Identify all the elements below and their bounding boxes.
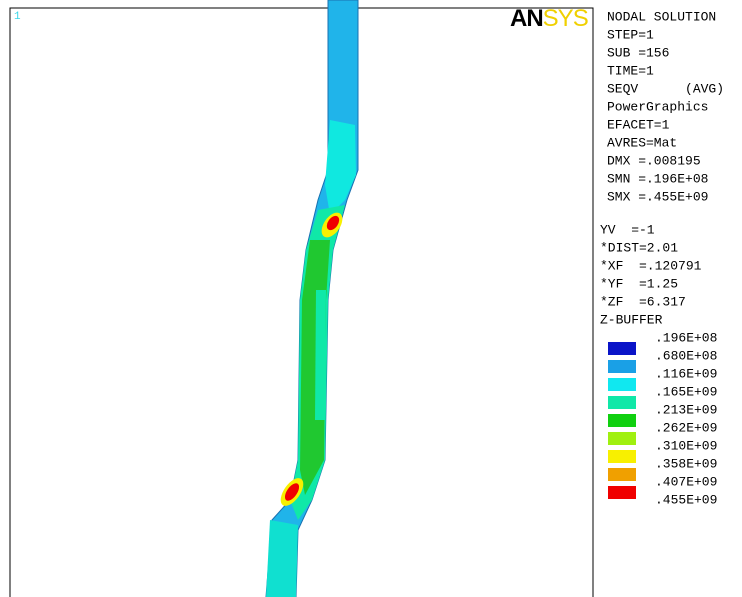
logo-an: AN [510, 5, 543, 32]
view-line: YV =-1 [600, 222, 655, 237]
legend-label: .680E+08 [655, 348, 717, 363]
page: 1 ANSYS NODAL SOLUTION STEP=1 SUB =156 TIME… [0, 0, 742, 597]
view-line: *ZF =6.317 [600, 294, 686, 309]
legend-label: .262E+09 [655, 420, 717, 435]
view-line: *XF =.120791 [600, 258, 702, 273]
legend-label: .165E+09 [655, 384, 717, 399]
legend-label: .196E+08 [655, 330, 717, 345]
legend-label: .407E+09 [655, 474, 717, 489]
view-line: Z-BUFFER [600, 312, 663, 327]
view-line: *YF =1.25 [600, 276, 678, 291]
logo-sys: SYS [543, 5, 588, 32]
legend-swatch [608, 360, 636, 373]
info-line: PowerGraphics [607, 99, 708, 114]
info-line: EFACET=1 [607, 117, 670, 132]
ansys-logo: ANSYS [510, 5, 588, 32]
legend-swatch [608, 342, 636, 355]
info-line: NODAL SOLUTION [607, 9, 716, 24]
legend-label: .116E+09 [655, 366, 717, 381]
legend-swatch [608, 414, 636, 427]
legend-swatch [608, 486, 636, 499]
info-line: AVRES=Mat [607, 135, 677, 150]
ansys-window: 1 ANSYS NODAL SOLUTION STEP=1 SUB =156 TIME… [0, 0, 742, 597]
viewport-number: 1 [14, 11, 21, 23]
info-line: SEQV (AVG) [607, 81, 724, 96]
view-line: *DIST=2.01 [600, 240, 678, 255]
info-line: TIME=1 [607, 63, 654, 78]
info-line: DMX =.008195 [607, 153, 701, 168]
legend-swatch [608, 378, 636, 391]
legend-swatch [608, 396, 636, 409]
info-line: SMX =.455E+09 [607, 189, 708, 204]
legend-swatch [608, 468, 636, 481]
legend-swatch [608, 432, 636, 445]
legend-label: .310E+09 [655, 438, 717, 453]
contour-cyan-lower [266, 520, 298, 597]
info-line: SUB =156 [607, 45, 669, 60]
legend-swatch [608, 450, 636, 463]
legend-label: .455E+09 [655, 492, 717, 507]
legend-label: .213E+09 [655, 402, 717, 417]
info-line: SMN =.196E+08 [607, 171, 708, 186]
info-line: STEP=1 [607, 27, 654, 42]
contour-teal-inner [315, 290, 326, 420]
legend-label: .358E+09 [655, 456, 717, 471]
